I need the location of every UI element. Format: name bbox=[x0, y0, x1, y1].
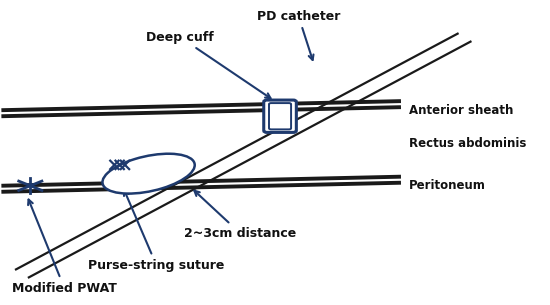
Text: Peritoneum: Peritoneum bbox=[409, 179, 486, 192]
Text: 2~3cm distance: 2~3cm distance bbox=[184, 191, 297, 240]
FancyBboxPatch shape bbox=[264, 100, 296, 132]
Text: PD catheter: PD catheter bbox=[257, 9, 340, 60]
Text: Rectus abdominis: Rectus abdominis bbox=[409, 137, 526, 150]
Ellipse shape bbox=[102, 154, 195, 194]
Text: Purse-string suture: Purse-string suture bbox=[89, 190, 224, 272]
Text: Modified PWAT: Modified PWAT bbox=[12, 199, 117, 295]
Text: Anterior sheath: Anterior sheath bbox=[409, 104, 513, 117]
Text: Deep cuff: Deep cuff bbox=[146, 31, 271, 98]
